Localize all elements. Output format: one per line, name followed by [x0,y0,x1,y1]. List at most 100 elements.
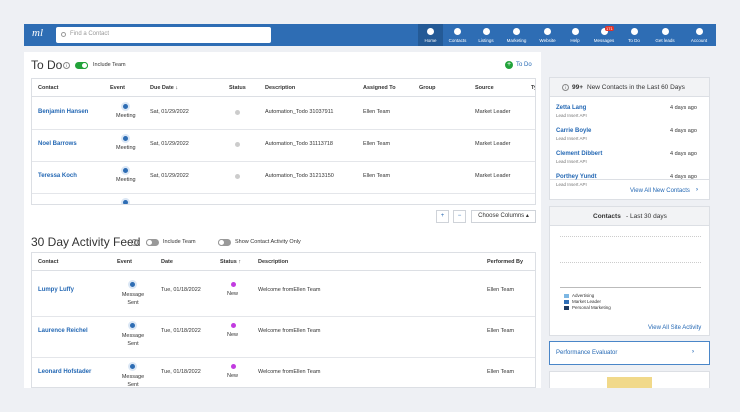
nav-item[interactable]: Get leads [648,24,682,46]
grid-line [560,262,701,263]
column-header[interactable]: Event [117,259,132,265]
nav-item[interactable]: Account [682,24,716,46]
column-header[interactable]: Description [265,85,296,91]
contacts-chart-box: Contacts - Last 30 days View All Site Ac… [549,206,710,336]
contact-name[interactable]: Lumpy Luffy [38,287,74,293]
remove-button[interactable]: − [453,210,466,223]
column-header[interactable]: Contact [38,259,59,265]
page-bottom [0,388,740,412]
nav-item[interactable]: Help [562,24,588,46]
status-dot [231,364,236,369]
toggle-off[interactable] [146,239,159,246]
add-todo-link[interactable]: To Do [516,62,532,68]
search-box[interactable]: Find a Contact [56,27,271,43]
performance-box[interactable]: Performance Evaluator › [549,341,710,365]
contact-name[interactable]: Laurence Reichel [38,328,88,334]
performed-by: Ellen Team [487,369,515,375]
nav-item[interactable]: Messages 171 [588,24,620,46]
toggle-label: Include Team [163,239,196,245]
nav-label: Listings [478,38,494,43]
table-row: Noel Barrows Meeting Sat, 01/29/2022 Automa… [32,130,535,162]
add-button[interactable]: + [436,210,449,223]
info-icon[interactable]: i [131,239,138,246]
contact-name[interactable]: Clement Dibbert [556,151,603,157]
contact-name[interactable]: Zetta Lang [556,105,587,111]
column-header[interactable]: Due Date ↓ [150,85,179,91]
view-all-contacts[interactable]: View All New Contacts [630,188,690,194]
column-header[interactable]: Description [258,259,289,265]
status-label: New [227,373,239,379]
event-label: Meeting [116,145,136,151]
contact-name[interactable]: Porthey Yundt [556,174,597,180]
event-label: Meeting [116,177,136,183]
description: Welcome fromEllen Team [258,287,321,293]
choose-columns[interactable]: Choose Columns ▴ [471,210,536,223]
nav-item[interactable]: Contacts [443,24,472,46]
lead-source: Lead Insert API [556,113,587,118]
contact-name[interactable]: Teressa Koch [38,173,77,179]
source: Market Leader [475,109,511,115]
nav-item[interactable]: To Do [620,24,648,46]
event-icon [128,280,137,289]
nav-label: Help [570,38,580,43]
nav-item[interactable]: Listings [472,24,500,46]
box-header [550,207,709,226]
lead-source: Lead Insert API [556,182,587,187]
nav-icon [630,28,638,35]
add-icon[interactable]: + [505,61,513,69]
description: Automation_Todo 31037911 [265,109,334,115]
event-label: Meeting [116,113,136,119]
axis-line [560,287,701,288]
column-header[interactable]: Assigned To [363,85,396,91]
contact-name[interactable]: Leonard Hofstader [38,369,92,375]
event-label: Message Sent [121,333,145,347]
event-icon [121,198,130,204]
column-header[interactable]: Source [475,85,494,91]
column-header[interactable]: Performed By [487,259,524,265]
column-header[interactable]: Date [161,259,173,265]
nav-icon [600,28,608,35]
legend-swatch [564,300,569,304]
source: Market Leader [475,173,511,179]
table-row: Laurence Reichel Message Sent Tue, 01/18/2… [32,317,535,358]
source: Market Leader [475,141,511,147]
description: Automation_Todo 31113718 [265,141,333,147]
nav-icon [427,28,434,35]
contact-name[interactable]: Noel Barrows [38,141,77,147]
legend-swatch [564,306,569,310]
activity-table: Contact Event Date Status ↑ Description Perfo… [31,252,536,388]
column-header[interactable]: Status ↑ [220,259,242,265]
event-label: Message Sent [121,292,145,306]
activity-title: 30 Day Activity Feed [31,235,141,249]
column-header[interactable]: Group [419,85,436,91]
column-header[interactable]: Ty [531,85,535,91]
event-icon [128,362,137,371]
toggle-label: Include Team [93,62,126,68]
description: Welcome fromEllen Team [258,328,321,334]
view-all-activity[interactable]: View All Site Activity [648,325,702,331]
info-icon[interactable]: i [562,84,569,91]
contact-name[interactable]: Carrie Boyle [556,128,592,134]
info-icon[interactable]: i [63,62,70,69]
due-date: Sat, 01/29/2022 [150,141,189,147]
nav-icon [544,28,551,35]
performance-title: Performance Evaluator [556,350,618,356]
logo[interactable]: ml [32,27,43,39]
column-header[interactable]: Status [229,85,246,91]
search-icon [61,32,66,37]
column-header[interactable]: Contact [38,85,59,91]
nav-item[interactable]: Home [418,24,443,46]
status-label: New [227,291,239,297]
contact-name[interactable]: Benjamin Hansen [38,109,89,115]
toggle-on[interactable] [75,62,88,69]
nav-label: Website [539,38,556,43]
nav-item[interactable]: Marketing [500,24,533,46]
nav-label: Messages [593,38,615,43]
nav-item[interactable]: Website [533,24,562,46]
legend-label: Personal Marketing [572,305,611,310]
nav-label: Marketing [506,38,527,43]
toggle-off[interactable] [218,239,231,246]
column-header[interactable]: Event [110,85,125,91]
assigned-to: Ellen Team [363,109,391,115]
nav-icon [661,28,669,35]
